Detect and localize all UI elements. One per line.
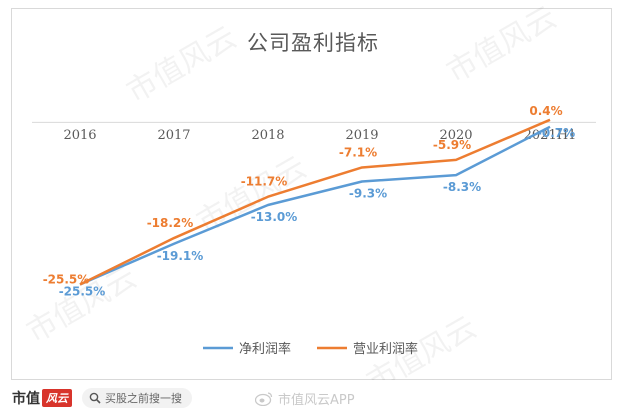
data-label: -25.5% (59, 284, 106, 298)
x-tick-label: 2016 (63, 128, 96, 143)
data-label: -25.5% (43, 272, 90, 286)
search-icon (89, 392, 101, 404)
series-line-0 (79, 125, 551, 286)
search-placeholder: 买股之前搜一搜 (105, 392, 182, 405)
x-tick-label: 2018 (251, 128, 284, 143)
footer-bar: 市值 风云 买股之前搜一搜 市值风云APP (0, 380, 626, 416)
data-label: -7.1% (339, 145, 377, 159)
brand-text: 市值 (12, 391, 40, 407)
weibo-icon (255, 392, 273, 406)
legend-label-0: 净利润率 (239, 341, 291, 357)
x-tick-label: 2021H1 (524, 128, 577, 143)
weibo-text: 市值风云APP (278, 393, 355, 408)
brand-logo: 市值 风云 (12, 389, 72, 407)
x-tick-label: 2017 (157, 128, 190, 143)
weibo-handle: 市值风云APP (255, 389, 355, 408)
data-label: -13.0% (251, 210, 298, 224)
line-chart: 2016 2017 2018 2019 2020 2021H1 -25.5% -19.1% -1… (32, 104, 596, 357)
data-label: -18.2% (147, 216, 194, 230)
x-tick-label: 2019 (345, 128, 378, 143)
data-label: -11.7% (241, 175, 288, 189)
legend-label-1: 营业利润率 (353, 341, 418, 357)
x-tick-label: 2020 (439, 128, 472, 143)
search-box[interactable]: 买股之前搜一搜 (82, 388, 192, 408)
series-line-1 (79, 118, 551, 286)
data-label: -0.7% (537, 126, 575, 140)
data-label: -19.1% (157, 249, 204, 263)
data-label: -5.9% (433, 138, 471, 152)
data-label: 0.4% (529, 104, 562, 118)
data-label: -8.3% (443, 180, 481, 194)
data-label: -9.3% (349, 186, 387, 200)
chart-title: 公司盈利指标 (247, 31, 379, 55)
brand-badge: 风云 (42, 389, 72, 407)
